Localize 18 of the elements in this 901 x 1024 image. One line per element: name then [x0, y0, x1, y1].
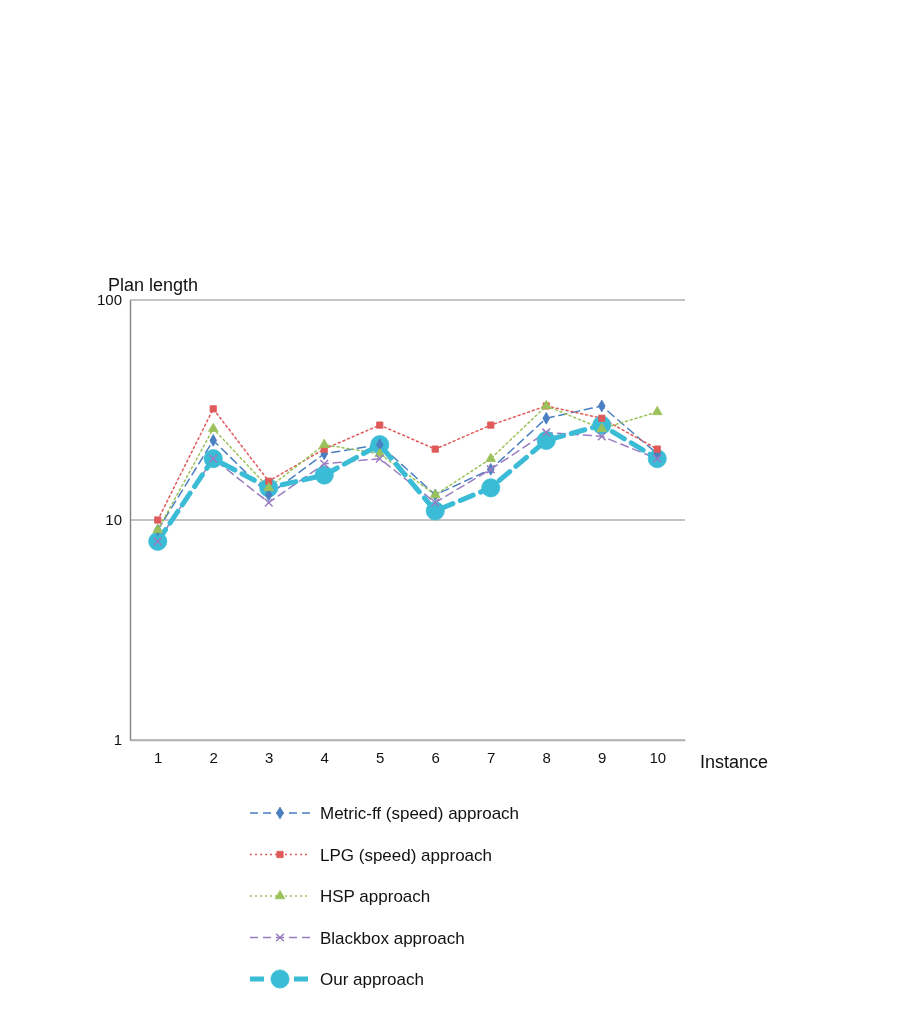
x-tick-label: 7 [487, 748, 496, 766]
y-tick-label: 1 [113, 731, 122, 749]
x-tick-label: 8 [542, 748, 551, 766]
legend-label: LPG (speed) approach [320, 845, 492, 865]
x-tick-label: 3 [265, 748, 274, 766]
y-tick-label: 10 [105, 511, 122, 529]
legend-label: Metric-ff (speed) approach [320, 804, 520, 823]
legend-label: HSP approach [320, 887, 431, 906]
legend-label: Blackbox approach [320, 928, 465, 948]
x-tick-label: 10 [649, 748, 667, 766]
x-tick-label: 2 [209, 748, 218, 766]
legend-label: Our approach [320, 970, 424, 989]
x-tick-label: 4 [320, 748, 329, 766]
x-tick-label: 5 [376, 748, 385, 766]
x-tick-label: 6 [431, 748, 440, 766]
x-tick-label: 9 [598, 748, 607, 766]
x-tick-label: 1 [154, 748, 163, 766]
x-axis-title: Instance [700, 752, 769, 772]
